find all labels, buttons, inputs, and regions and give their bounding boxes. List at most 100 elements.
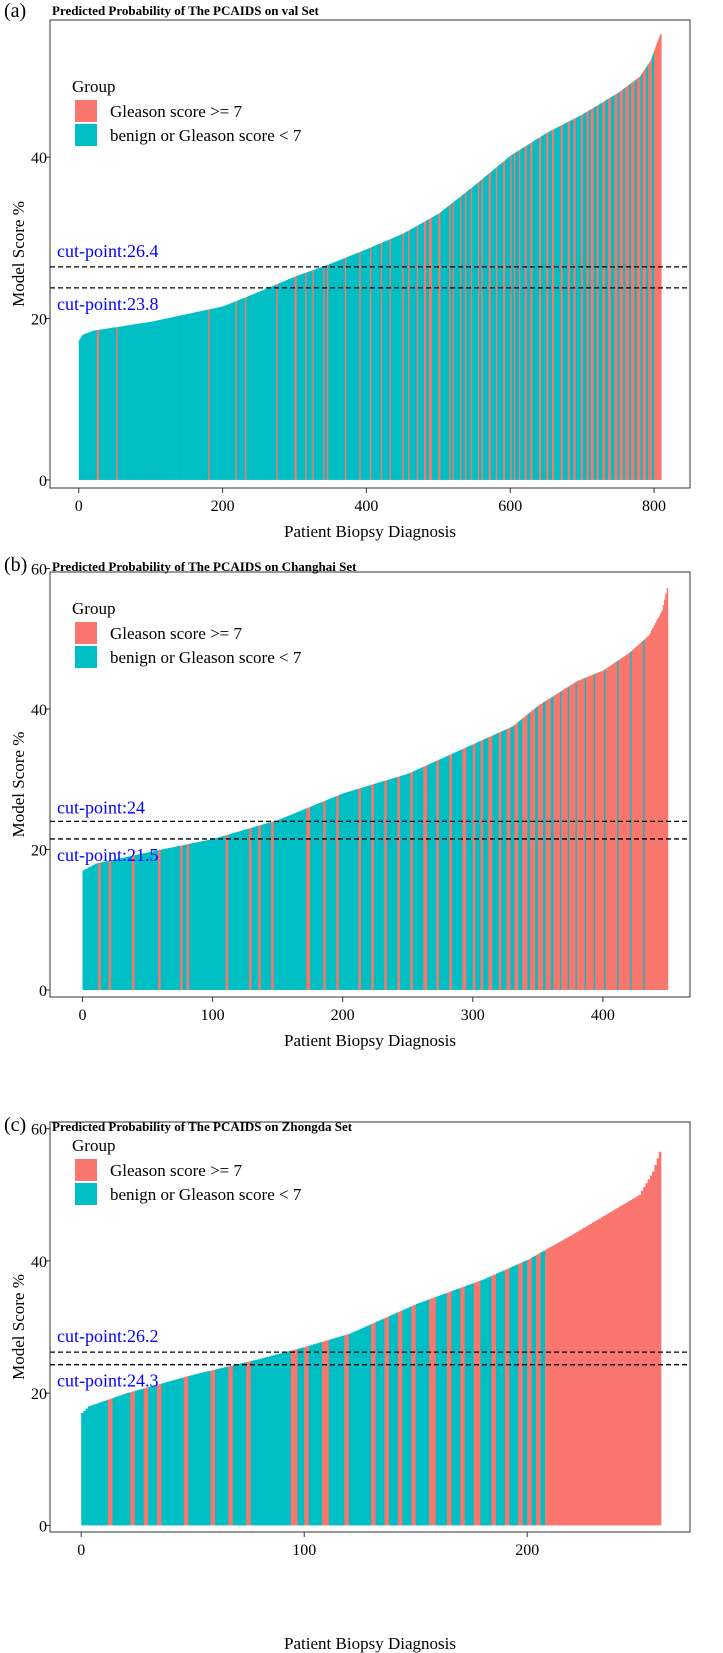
bar-gleason-high bbox=[159, 849, 161, 990]
bar-benign-low bbox=[251, 827, 254, 990]
bar-benign-low bbox=[185, 844, 187, 990]
bar-benign-low bbox=[484, 177, 486, 480]
bar-gleason-high bbox=[510, 155, 512, 480]
bar-benign-low bbox=[395, 236, 397, 480]
bar-benign-low bbox=[479, 181, 481, 480]
bar-gleason-high bbox=[529, 1258, 533, 1526]
bar-benign-low bbox=[328, 1339, 332, 1526]
bar-benign-low bbox=[319, 267, 321, 480]
bar-benign-low bbox=[161, 849, 164, 990]
bar-benign-low bbox=[482, 1279, 486, 1526]
bar-gleason-high bbox=[580, 115, 582, 480]
bar-gleason-high bbox=[626, 86, 628, 480]
bar-benign-low bbox=[213, 308, 216, 480]
bar-benign-low bbox=[220, 306, 222, 480]
bar-benign-low bbox=[198, 841, 200, 990]
bar-benign-low bbox=[121, 326, 123, 480]
bar-benign-low bbox=[396, 777, 398, 990]
bar-benign-low bbox=[343, 792, 346, 990]
bar-benign-low bbox=[453, 1289, 457, 1526]
bar-benign-low bbox=[398, 235, 400, 480]
bar-benign-low bbox=[377, 782, 380, 990]
bar-benign-low bbox=[191, 843, 194, 990]
bar-benign-low bbox=[297, 275, 299, 480]
bar-gleason-high bbox=[208, 309, 210, 480]
bar-benign-low bbox=[275, 284, 277, 480]
bar-benign-low bbox=[583, 113, 585, 480]
bar-benign-low bbox=[116, 859, 118, 990]
bar-benign-low bbox=[87, 1406, 91, 1526]
bar-gleason-high bbox=[582, 1227, 586, 1526]
bar-gleason-high bbox=[130, 1391, 133, 1526]
bar-gleason-high bbox=[159, 1383, 162, 1526]
bar-benign-low bbox=[299, 1348, 303, 1526]
bar-benign-low bbox=[89, 867, 91, 990]
bar-benign-low bbox=[506, 158, 508, 480]
cut-point-label: cut-point:23.8 bbox=[57, 294, 159, 314]
legend-swatch-high bbox=[75, 100, 97, 122]
bar-gleason-high bbox=[449, 205, 451, 480]
bar-gleason-high bbox=[654, 48, 656, 480]
bar-benign-low bbox=[505, 159, 507, 480]
bar-benign-low bbox=[365, 249, 367, 480]
bar-benign-low bbox=[389, 779, 392, 990]
bar-benign-low bbox=[422, 222, 424, 480]
bar-benign-low bbox=[485, 175, 487, 480]
bar-benign-low bbox=[293, 813, 295, 990]
bar-gleason-high bbox=[648, 635, 651, 990]
bar-benign-low bbox=[326, 265, 328, 480]
bar-benign-low bbox=[298, 275, 300, 480]
bar-benign-low bbox=[207, 840, 210, 990]
bar-benign-low bbox=[232, 302, 234, 480]
bar-benign-low bbox=[247, 828, 250, 990]
bar-gleason-high bbox=[402, 233, 404, 480]
bar-benign-low bbox=[541, 136, 543, 480]
bar-benign-low bbox=[119, 1395, 122, 1526]
bar-benign-low bbox=[262, 290, 264, 480]
bar-benign-low bbox=[196, 311, 198, 480]
bar-gleason-high bbox=[643, 71, 645, 480]
bar-gleason-high bbox=[616, 93, 618, 480]
bar-benign-low bbox=[421, 222, 423, 480]
bar-gleason-high bbox=[462, 748, 465, 990]
bar-benign-low bbox=[361, 251, 363, 480]
bar-benign-low bbox=[160, 849, 163, 990]
bar-benign-low bbox=[139, 323, 141, 480]
bar-gleason-high bbox=[446, 1292, 450, 1526]
bar-benign-low bbox=[249, 295, 251, 480]
bar-benign-low bbox=[239, 1363, 243, 1526]
bar-benign-low bbox=[486, 175, 488, 480]
bar-benign-low bbox=[543, 702, 545, 990]
bar-benign-low bbox=[458, 197, 460, 480]
bar-gleason-high bbox=[649, 62, 651, 480]
bar-benign-low bbox=[301, 274, 303, 480]
bar-gleason-high bbox=[245, 297, 247, 480]
bar-benign-low bbox=[101, 329, 103, 480]
bar-benign-low bbox=[147, 322, 149, 480]
bar-benign-low bbox=[545, 133, 547, 480]
bar-benign-low bbox=[120, 326, 122, 480]
bar-gleason-high bbox=[636, 78, 638, 480]
bar-benign-low bbox=[288, 279, 290, 480]
bar-benign-low bbox=[168, 1381, 171, 1526]
bar-benign-low bbox=[87, 332, 89, 480]
bar-gleason-high bbox=[656, 1158, 660, 1526]
bar-benign-low bbox=[286, 816, 289, 990]
bar-gleason-high bbox=[157, 850, 160, 990]
bar-benign-low bbox=[217, 837, 220, 990]
bar-benign-low bbox=[129, 325, 131, 480]
bar-benign-low bbox=[464, 193, 466, 480]
bar-gleason-high bbox=[597, 672, 600, 990]
bar-benign-low bbox=[640, 75, 642, 480]
bar-benign-low bbox=[237, 831, 239, 990]
bar-benign-low bbox=[255, 826, 258, 990]
bar-benign-low bbox=[444, 208, 446, 480]
bar-benign-low bbox=[217, 307, 219, 480]
bar-benign-low bbox=[550, 697, 553, 990]
bar-benign-low bbox=[133, 324, 135, 480]
bar-benign-low bbox=[238, 831, 241, 990]
bar-benign-low bbox=[375, 245, 377, 480]
bar-benign-low bbox=[474, 184, 477, 480]
bar-benign-low bbox=[501, 162, 503, 480]
